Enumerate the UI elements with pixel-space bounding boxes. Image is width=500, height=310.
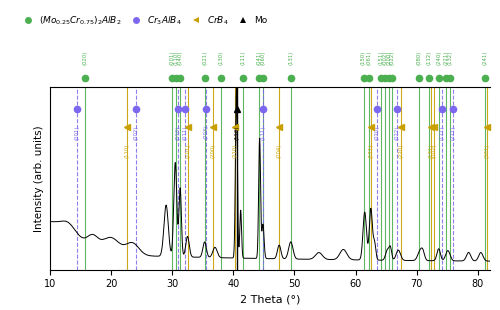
Text: (240): (240) (436, 51, 441, 65)
Text: (080): (080) (416, 51, 422, 65)
Text: (002): (002) (432, 144, 437, 158)
Text: (001): (001) (75, 125, 80, 140)
Text: (132): (132) (448, 51, 453, 65)
Legend: $(Mo_{0.25}Cr_{0.75})_2AlB_2$, $Cr_3AlB_4$, $CrB_4$, Mo: $(Mo_{0.25}Cr_{0.75})_2AlB_2$, $Cr_3AlB_… (20, 15, 268, 27)
Text: (200): (200) (386, 51, 391, 65)
Text: (221): (221) (444, 51, 448, 65)
Text: (151): (151) (378, 51, 384, 65)
Text: (301): (301) (484, 144, 490, 158)
Text: (001): (001) (169, 51, 174, 65)
Text: (110): (110) (124, 144, 130, 158)
Text: (060): (060) (261, 51, 266, 65)
Text: (022): (022) (394, 125, 399, 140)
Text: (150): (150) (361, 51, 366, 65)
Text: (131): (131) (429, 144, 434, 158)
Text: (210): (210) (232, 144, 237, 158)
Text: (110): (110) (174, 51, 179, 65)
Text: (021): (021) (202, 51, 207, 65)
Text: (020): (020) (83, 51, 88, 65)
Text: (112): (112) (426, 51, 432, 65)
Text: (241): (241) (482, 51, 488, 65)
Text: (221): (221) (450, 125, 455, 140)
Text: (010): (010) (176, 125, 180, 140)
Text: (022): (022) (390, 51, 394, 65)
Text: (020): (020) (374, 125, 380, 140)
Text: (040): (040) (178, 51, 183, 65)
Text: (220): (220) (399, 144, 404, 158)
Text: (200): (200) (210, 144, 216, 158)
Text: (121): (121) (369, 144, 374, 158)
Text: (003): (003) (204, 125, 208, 140)
Text: (110): (110) (234, 125, 239, 140)
Text: (002): (002) (382, 51, 387, 65)
Text: (041): (041) (256, 51, 262, 65)
Text: (130): (130) (218, 51, 224, 65)
Y-axis label: Intensity (arb. units): Intensity (arb. units) (34, 125, 44, 232)
Text: (004): (004) (276, 144, 281, 158)
Text: (011): (011) (182, 125, 188, 140)
Text: (111): (111) (240, 51, 246, 65)
Text: (002): (002) (134, 125, 138, 140)
Text: (101): (101) (186, 144, 190, 158)
Text: (111): (111) (260, 125, 266, 140)
X-axis label: 2 Theta (°): 2 Theta (°) (240, 295, 300, 305)
Text: (131): (131) (288, 51, 294, 65)
Text: (061): (061) (366, 51, 372, 65)
Text: (121): (121) (440, 125, 445, 140)
